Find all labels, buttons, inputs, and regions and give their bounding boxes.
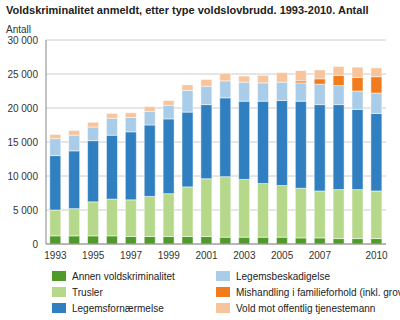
svg-text:1995: 1995 xyxy=(82,250,105,261)
svg-text:2001: 2001 xyxy=(195,250,218,261)
svg-text:10 000: 10 000 xyxy=(8,171,38,182)
html-text:Vold mot offentlig tjenesteman: Vold mot offentlig tjenestemann xyxy=(236,302,376,314)
svg-text:1993: 1993 xyxy=(44,250,67,261)
html-text:Legemsbeskadigelse: Legemsbeskadigelse xyxy=(236,270,330,282)
svg-text:1999: 1999 xyxy=(158,250,181,261)
svg-text:2010: 2010 xyxy=(365,250,388,261)
svg-text:2005: 2005 xyxy=(271,250,294,261)
svg-text:20 000: 20 000 xyxy=(8,103,38,114)
html-text:Trusler: Trusler xyxy=(72,286,103,298)
svg-text:2003: 2003 xyxy=(233,250,256,261)
html-text:Voldskriminalitet anmeldt, ett: Voldskriminalitet anmeldt, etter type vo… xyxy=(6,4,369,16)
svg-text:30 000: 30 000 xyxy=(8,35,38,46)
svg-text:1997: 1997 xyxy=(120,250,143,261)
svg-text:15 000: 15 000 xyxy=(8,137,38,148)
svg-text:25 000: 25 000 xyxy=(8,69,38,80)
html-text:Annen voldskriminalitet: Annen voldskriminalitet xyxy=(72,270,175,282)
svg-text:2007: 2007 xyxy=(309,250,332,261)
html-text:Antall: Antall xyxy=(6,24,31,35)
svg-text:5 000: 5 000 xyxy=(13,205,38,216)
svg-text:0: 0 xyxy=(32,239,38,250)
html-text:Legemsfornærmelse: Legemsfornærmelse xyxy=(72,302,164,314)
